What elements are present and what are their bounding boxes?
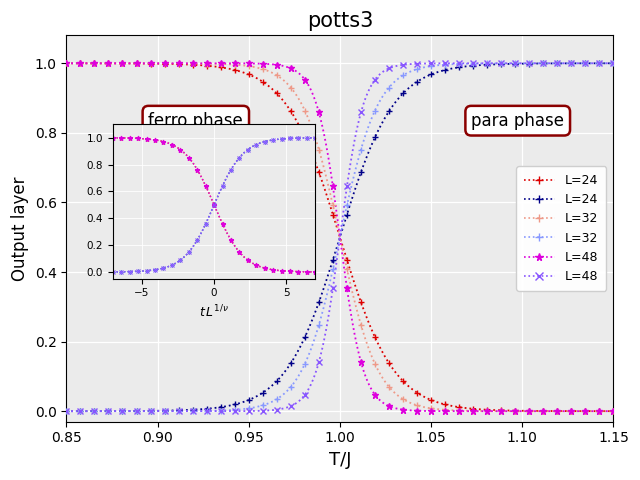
X-axis label: T/J: T/J <box>329 451 351 469</box>
Text: para phase: para phase <box>471 112 564 130</box>
Legend: L=24, L=24, L=32, L=32, L=48, L=48: L=24, L=24, L=32, L=32, L=48, L=48 <box>516 167 606 291</box>
Y-axis label: Output layer: Output layer <box>11 176 29 281</box>
Text: ferro phase: ferro phase <box>148 112 243 130</box>
Title: potts3: potts3 <box>307 11 373 31</box>
